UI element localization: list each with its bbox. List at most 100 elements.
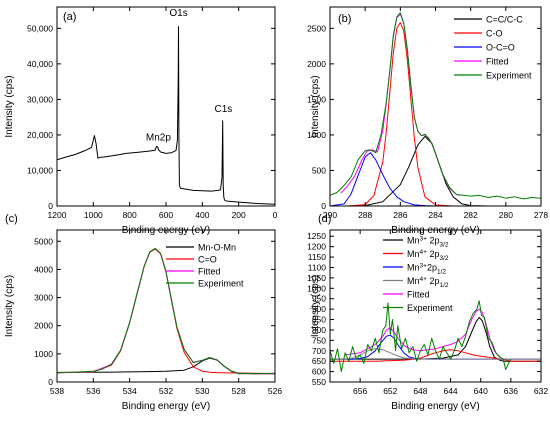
x-tick-label: 648 [413, 386, 427, 396]
x-tick-label: 0 [273, 210, 278, 220]
y-tick-label: 750 [312, 335, 326, 345]
legend-label: C=C/C-C [486, 15, 523, 25]
series-line [330, 300, 512, 373]
x-tick-label: 1000 [84, 210, 103, 220]
x-tick-label: 632 [534, 386, 548, 396]
y-tick-label: 800 [312, 325, 326, 335]
series-line [345, 308, 504, 360]
series-line [330, 348, 541, 360]
y-tick-label: 5000 [34, 236, 53, 246]
panel-3: 656 652 648 644 640 636 632 5506006507007508008… [307, 213, 548, 412]
x-tick-label: 200 [232, 210, 246, 220]
y-tick-label: 1050 [307, 273, 326, 283]
series-line [57, 248, 275, 375]
y-tick-label: 700 [312, 346, 326, 356]
x-tick-label: 530 [195, 386, 209, 396]
x-tick-label: 286 [393, 210, 407, 220]
legend-label: Experiment [407, 303, 453, 313]
legend-label: Mn-O-Mn [198, 243, 236, 253]
x-tick-label: 636 [504, 386, 518, 396]
legend-label: Fitted [198, 267, 221, 277]
y-tick-label: 0 [321, 201, 326, 211]
plot-frame [329, 6, 542, 207]
y-tick-label: 1200 [307, 242, 326, 252]
y-tick-label: 50,000 [27, 23, 53, 33]
x-tick-label: 534 [123, 386, 137, 396]
x-tick-label: 290 [323, 210, 337, 220]
series-line [330, 317, 541, 362]
x-tick-label: 526 [268, 386, 282, 396]
panel-0: 1200 1000 800 600 400 200 0 0 10,000 20,000 30,000… [4, 6, 278, 236]
legend-label: Fitted [486, 57, 509, 67]
y-tick-label: 2000 [34, 321, 53, 331]
series-line [57, 26, 275, 205]
y-tick-label: 2000 [307, 59, 326, 69]
y-tick-label: 850 [312, 315, 326, 325]
legend-label: Mn3+2p1/2 [407, 263, 446, 276]
y-axis-label: Intensity (cps) [4, 275, 15, 337]
y-tick-label: 4000 [34, 264, 53, 274]
plot-frame [56, 6, 276, 207]
y-tick-label: 1100 [308, 262, 327, 272]
y-tick-label: 0 [48, 201, 53, 211]
legend-label: Mn3+ 2p3/2 [407, 236, 449, 249]
x-tick-label: 278 [534, 210, 548, 220]
y-tick-label: 1000 [307, 283, 326, 293]
panel-label: (c) [5, 213, 18, 225]
y-tick-label: 1250 [307, 231, 326, 241]
x-tick-label: 282 [464, 210, 478, 220]
series-line [57, 248, 275, 375]
x-tick-label: 800 [123, 210, 137, 220]
x-tick-label: 288 [358, 210, 372, 220]
peak-annotation: C1s [215, 104, 233, 115]
series-line [330, 152, 541, 206]
x-tick-label: 280 [499, 210, 513, 220]
x-axis-label: Binding energy (eV) [122, 401, 210, 412]
y-tick-label: 3000 [34, 293, 53, 303]
y-tick-label: 1000 [34, 349, 53, 359]
x-tick-label: 400 [195, 210, 209, 220]
y-tick-label: 1500 [307, 94, 326, 104]
plot-frame [56, 229, 276, 383]
y-tick-label: 1000 [307, 130, 326, 140]
y-tick-label: 650 [312, 356, 326, 366]
legend: C=C/C-C C-O O-C=O Fitted Experiment [454, 15, 532, 81]
plot-frame [329, 229, 542, 383]
y-tick-label: 40,000 [27, 59, 53, 69]
series-line [330, 135, 541, 206]
y-axis-label: Intensity (cps) [310, 75, 321, 137]
x-tick-label: 600 [159, 210, 173, 220]
y-tick-label: 2500 [307, 23, 326, 33]
x-tick-label: 528 [232, 386, 246, 396]
panel-2: 538 536 534 532 530 528 5260100020003000400050… [4, 213, 282, 412]
series-line [57, 247, 275, 375]
legend-label: C-O [486, 29, 503, 39]
x-tick-label: 652 [383, 386, 397, 396]
y-tick-label: 950 [312, 294, 326, 304]
y-axis-label: Intensity (cps) [310, 275, 321, 337]
y-tick-label: 0 [48, 377, 53, 387]
y-tick-label: 30,000 [27, 94, 53, 104]
panel-1: 290 288 286 284 282 280 278 0 500 1000 1500 2000 250… [307, 6, 548, 236]
x-tick-label: 640 [474, 386, 488, 396]
peak-annotation: Mn2p [146, 132, 171, 143]
series-line [340, 13, 461, 196]
legend-label: Experiment [198, 279, 244, 289]
series-line [330, 12, 541, 200]
y-tick-label: 10,000 [27, 165, 53, 175]
legend-label: C=O [198, 255, 217, 265]
legend-label: Mn4+ 2p3/2 [407, 249, 449, 262]
x-tick-label: 284 [428, 210, 442, 220]
x-tick-label: 656 [353, 386, 367, 396]
x-tick-label: 644 [443, 386, 457, 396]
panel-label: (b) [338, 13, 351, 25]
y-tick-label: 20,000 [27, 130, 53, 140]
series-line [330, 334, 541, 360]
x-axis-label: Binding energy (eV) [391, 401, 479, 412]
x-tick-label: 1200 [48, 210, 67, 220]
peak-annotation: O1s [169, 8, 187, 19]
legend-label: Mn4+ 2p1/2 [407, 276, 449, 289]
y-tick-label: 600 [312, 367, 326, 377]
